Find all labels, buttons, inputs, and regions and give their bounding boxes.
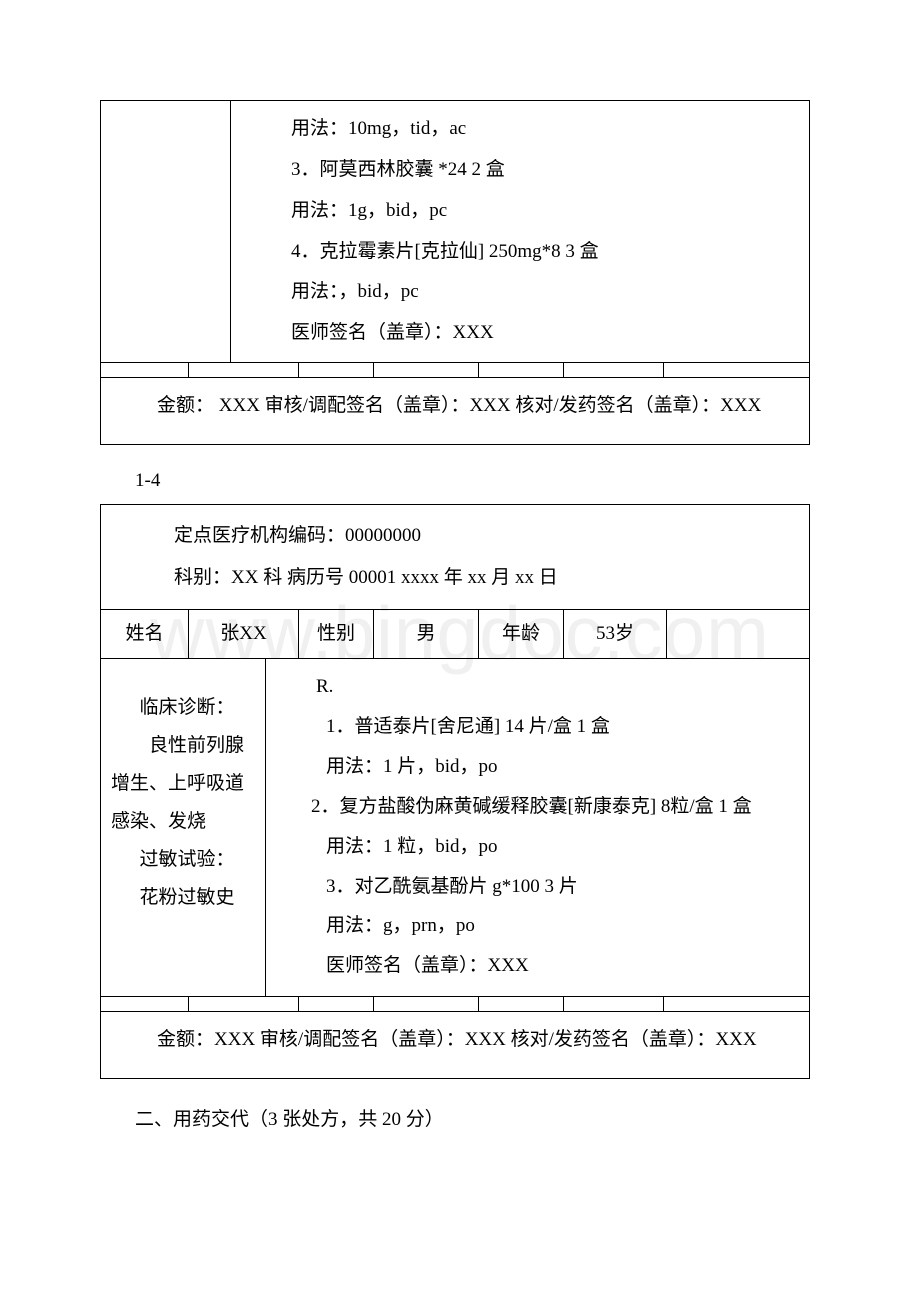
diagnosis-label: 临床诊断：: [111, 689, 255, 727]
rx-line: 3．对乙酰氨基酚片 g*100 3 片: [326, 867, 799, 907]
label-1-4: 1-4: [135, 470, 810, 492]
allergy-label: 过敏试验：: [111, 841, 255, 879]
rx-line: 2．复方盐酸伪麻黄碱缓释胶囊[新康泰克] 8粒/盒 1 盒: [311, 787, 799, 827]
rx-line: 用法：，bid，pc: [291, 272, 799, 313]
divider-strip-2: [101, 996, 809, 1011]
rx-line: 用法：g，prn，po: [326, 906, 799, 946]
sex-label-cell: 性别: [299, 610, 374, 658]
name-value-cell: 张XX: [189, 610, 299, 658]
rx-content-1: 用法：10mg，tid，ac 3．阿莫西林胶囊 *24 2 盒 用法：1g，bi…: [231, 101, 809, 362]
rx-left-empty: [101, 101, 231, 362]
age-value: 53岁: [596, 619, 634, 649]
sex-value: 男: [416, 618, 435, 650]
prescription-box-1: 用法：10mg，tid，ac 3．阿莫西林胶囊 *24 2 盒 用法：1g，bi…: [100, 100, 810, 445]
allergy-text: 花粉过敏史: [111, 879, 255, 917]
sex-value-cell: 男: [374, 610, 479, 658]
prescription-box-2: 定点医疗机构编码：00000000 科别：XX 科 病历号 00001 xxxx…: [100, 504, 810, 1079]
footer-1: 金额： XXX 审核/调配签名（盖章）：XXX 核对/发药签名（盖章）：XXX: [101, 377, 809, 444]
patient-empty-cell: [667, 610, 809, 658]
rx-line: 1．普适泰片[舍尼通] 14 片/盒 1 盒: [326, 707, 799, 747]
clinical-cell: 临床诊断： 良性前列腺增生、上呼吸道感染、发烧 过敏试验： 花粉过敏史: [101, 659, 266, 996]
rx-mark: R.: [316, 667, 799, 707]
name-label-cell: 姓名: [101, 610, 189, 658]
institution-code: 定点医疗机构编码：00000000: [136, 515, 799, 557]
age-label-cell: 年龄: [479, 610, 564, 658]
name-label: 姓名: [125, 619, 163, 649]
rx-line: 4．克拉霉素片[克拉仙] 250mg*8 3 盒: [291, 232, 799, 273]
footer-2: 金额：XXX 审核/调配签名（盖章）：XXX 核对/发药签名（盖章）：XXX: [101, 1011, 809, 1078]
header-info: 定点医疗机构编码：00000000 科别：XX 科 病历号 00001 xxxx…: [101, 505, 809, 609]
age-label: 年龄: [502, 619, 540, 649]
rx-line: 用法：1 片，bid，po: [326, 747, 799, 787]
rx-row-2: 临床诊断： 良性前列腺增生、上呼吸道感染、发烧 过敏试验： 花粉过敏史 R. 1…: [101, 658, 809, 996]
sex-label: 性别: [317, 619, 355, 649]
rx-line: 医师签名（盖章）：XXX: [291, 313, 799, 354]
rx-row-1: 用法：10mg，tid，ac 3．阿莫西林胶囊 *24 2 盒 用法：1g，bi…: [101, 101, 809, 362]
age-value-cell: 53岁: [564, 610, 667, 658]
name-value: 张XX: [220, 619, 266, 649]
rx-line: 用法：1 粒，bid，po: [326, 827, 799, 867]
rx-line: 用法：10mg，tid，ac: [291, 109, 799, 150]
page-content: 用法：10mg，tid，ac 3．阿莫西林胶囊 *24 2 盒 用法：1g，bi…: [0, 0, 920, 1191]
divider-strip-1: [101, 362, 809, 377]
dept-info: 科别：XX 科 病历号 00001 xxxx 年 xx 月 xx 日: [136, 557, 799, 599]
diagnosis-text: 良性前列腺增生、上呼吸道感染、发烧: [111, 727, 255, 841]
rx-content-2: R. 1．普适泰片[舍尼通] 14 片/盒 1 盒 用法：1 片，bid，po …: [266, 659, 809, 996]
rx-line: 医师签名（盖章）：XXX: [326, 946, 799, 986]
rx-line: 3．阿莫西林胶囊 *24 2 盒: [291, 150, 799, 191]
rx-line: 用法：1g，bid，pc: [291, 191, 799, 232]
patient-row: 姓名 张XX 性别 男 年龄: [101, 609, 809, 658]
section-2-title: 二、用药交代（3 张处方，共 20 分）: [135, 1104, 810, 1131]
